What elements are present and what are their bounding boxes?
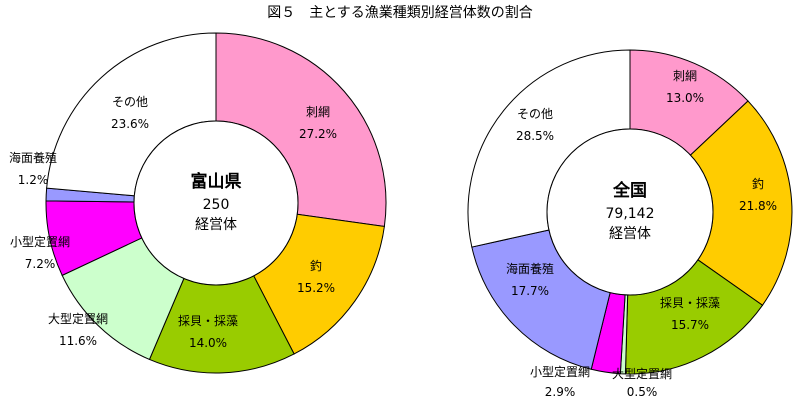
donut-chart-1: 富山県 250 経営体 刺網 27.2% 釣 15.2% 採貝・採藻 14.0% 大型定置網 11.… (9, 32, 387, 374)
slice-label-2-6: 海面養殖 (506, 261, 554, 276)
slice-value-2-4: 0.5% (627, 385, 658, 399)
center-name-1: 富山県 (191, 171, 242, 192)
center-value-2: 79,142 (606, 206, 655, 222)
slice-value-2-3: 15.7% (671, 318, 709, 332)
slice-value-2-7: 28.5% (516, 129, 554, 143)
slice-value-2-1: 13.0% (666, 91, 704, 105)
slice-label-2-1: 刺網 (673, 69, 697, 83)
slice-value-2-6: 17.7% (511, 284, 549, 298)
slice-label-1-4: 大型定置網 (48, 311, 108, 326)
slice-value-1-1: 27.2% (299, 127, 337, 141)
donut-center-2 (546, 128, 714, 296)
slice-value-1-7: 23.6% (111, 117, 149, 131)
slice-label-2-3: 採貝・採藻 (660, 296, 720, 310)
slice-value-1-2: 15.2% (297, 281, 335, 295)
slice-value-1-3: 14.0% (189, 336, 227, 350)
slice-label-2-4: 大型定置網 (612, 366, 672, 381)
slice-value-2-5: 2.9% (545, 385, 576, 399)
center-value-1: 250 (203, 197, 230, 213)
slice-label-1-1: 刺網 (306, 105, 330, 119)
slice-value-1-6: 1.2% (18, 173, 49, 187)
slice-label-2-2: 釣 (752, 176, 764, 191)
slice-value-1-5: 7.2% (25, 257, 56, 271)
slice-label-1-6: 海面養殖 (9, 150, 57, 165)
donut-center-1 (133, 120, 299, 286)
slice-label-2-5: 小型定置網 (530, 364, 590, 379)
slice-label-1-2: 釣 (310, 258, 322, 273)
center-name-2: 全国 (612, 180, 647, 201)
slice-label-1-7: その他 (112, 95, 148, 109)
slice-value-2-2: 21.8% (739, 199, 777, 213)
center-unit-2: 経営体 (609, 226, 651, 242)
center-unit-1: 経営体 (195, 217, 237, 233)
slice-label-2-7: その他 (517, 107, 553, 121)
slice-value-1-4: 11.6% (59, 334, 97, 348)
chart-title: 図５ 主とする漁業種類別経営体数の割合 (267, 4, 533, 21)
donut-chart-2: 全国 79,142 経営体 刺網 13.0% 釣 21.8% 採貝・採藻 15.7% 大型定置網 0… (467, 49, 793, 399)
slice-label-1-5: 小型定置網 (10, 234, 70, 249)
slice-label-1-3: 採貝・採藻 (178, 314, 238, 328)
